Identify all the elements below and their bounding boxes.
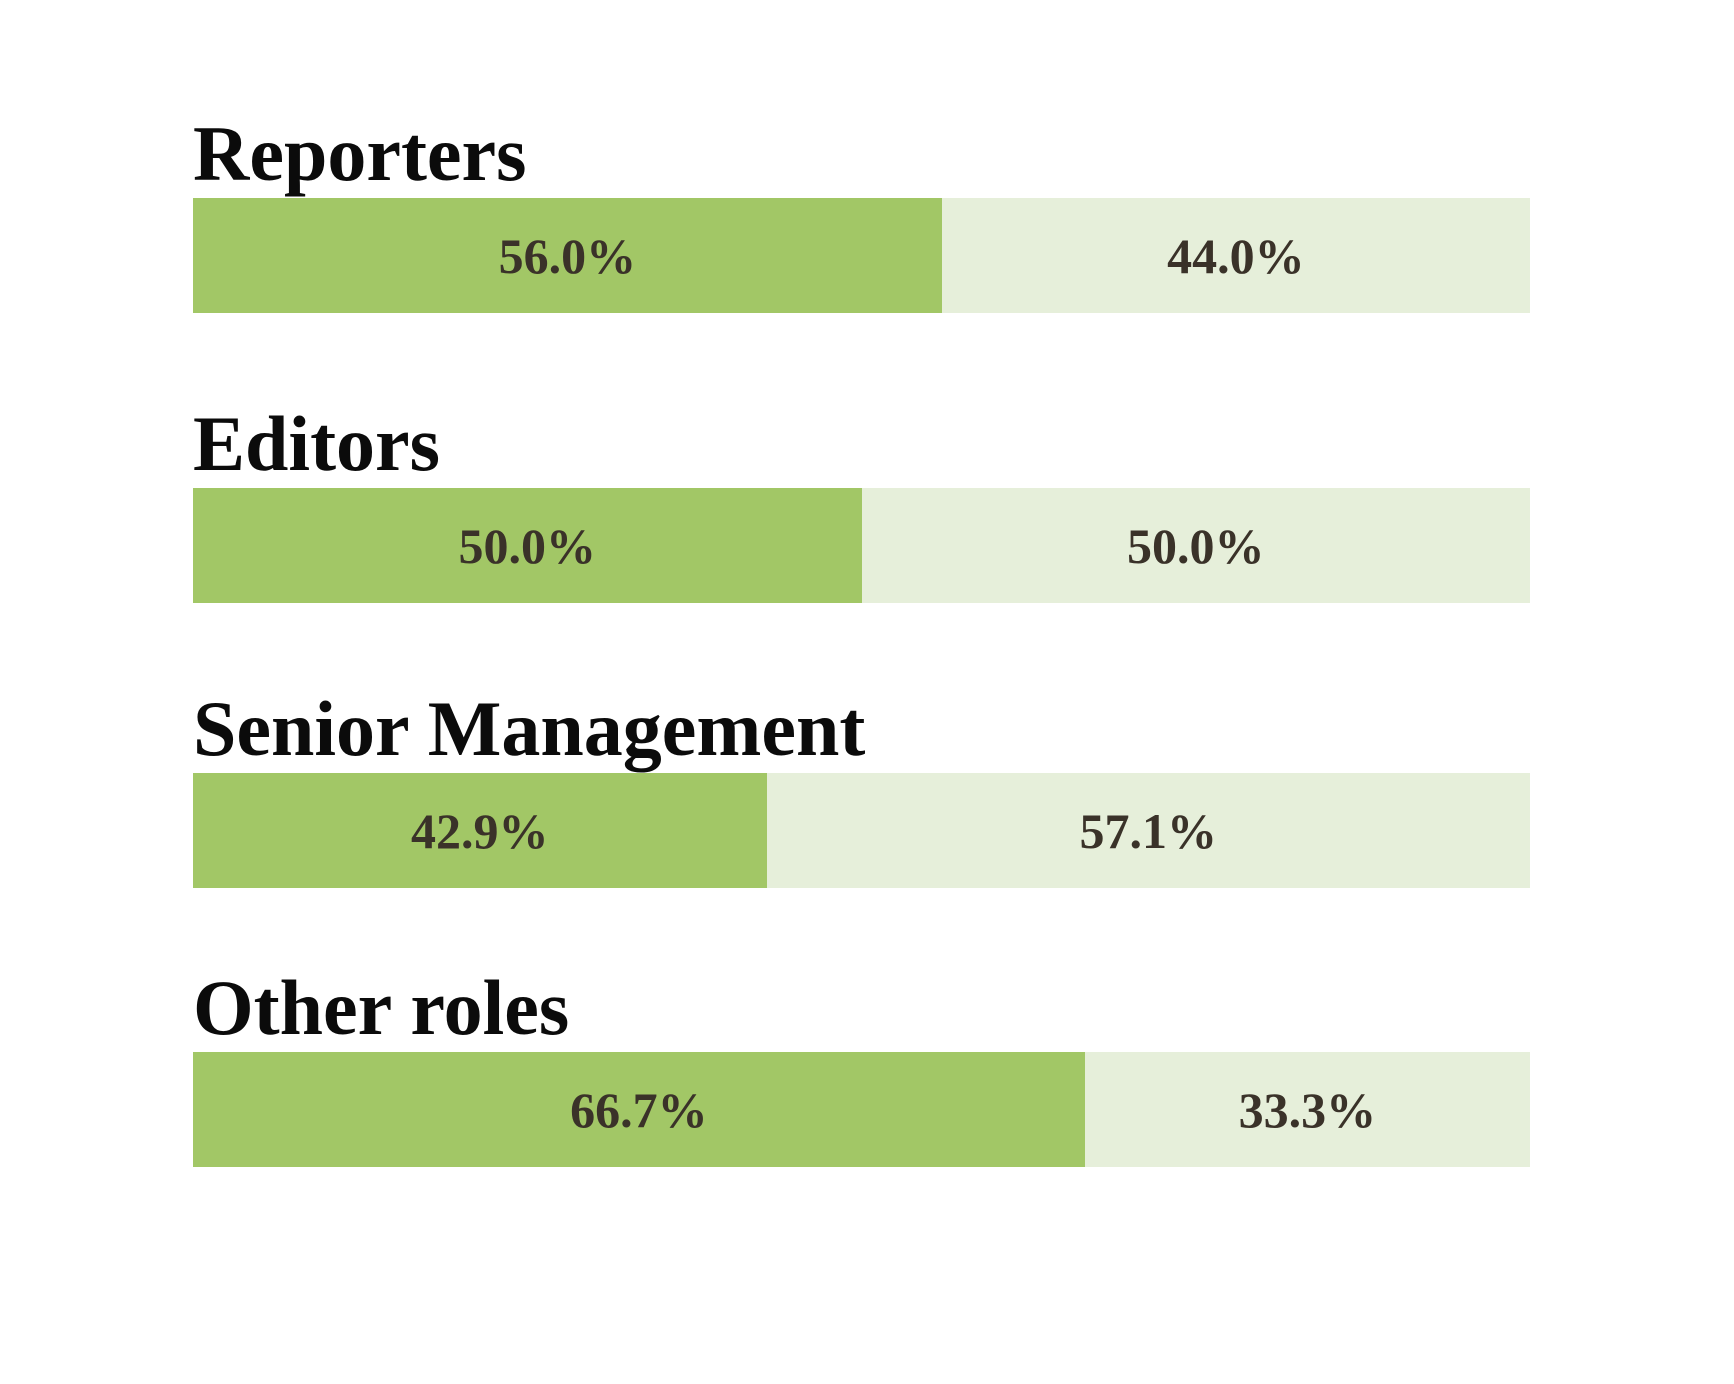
bar-segment-pale: 44.0% [941,198,1530,313]
bar-segment-green: 42.9% [193,773,767,888]
value-label: 33.3% [1238,1081,1377,1138]
category-label: Senior Management [193,685,866,772]
category-label: Other roles [193,964,570,1051]
bar-segment-green: 56.0% [193,198,942,313]
value-label: 57.1% [1079,802,1218,859]
category-label: Reporters [193,110,527,197]
bar: 56.0% 44.0% [193,198,1530,313]
bar: 66.7% 33.3% [193,1052,1530,1167]
value-label: 44.0% [1167,227,1305,284]
bar-segment-green: 50.0% [193,488,862,603]
category-label: Editors [193,400,441,487]
chart-row: Senior Management 42.9% 57.1% [193,685,1530,888]
chart-row: Other roles 66.7% 33.3% [193,964,1530,1167]
value-label: 50.0% [458,517,597,574]
bar: 42.9% 57.1% [193,773,1530,888]
value-label: 50.0% [1127,517,1265,574]
bar-segment-pale: 57.1% [766,773,1530,888]
value-label: 42.9% [411,802,549,859]
value-label: 66.7% [570,1081,708,1138]
value-label: 56.0% [498,227,637,284]
bar: 50.0% 50.0% [193,488,1530,603]
chart-row: Reporters 56.0% 44.0% [193,110,1530,313]
bar-segment-pale: 33.3% [1084,1052,1530,1167]
chart-row: Editors 50.0% 50.0% [193,400,1530,603]
bar-segment-pale: 50.0% [861,488,1530,603]
bar-segment-green: 66.7% [193,1052,1085,1167]
